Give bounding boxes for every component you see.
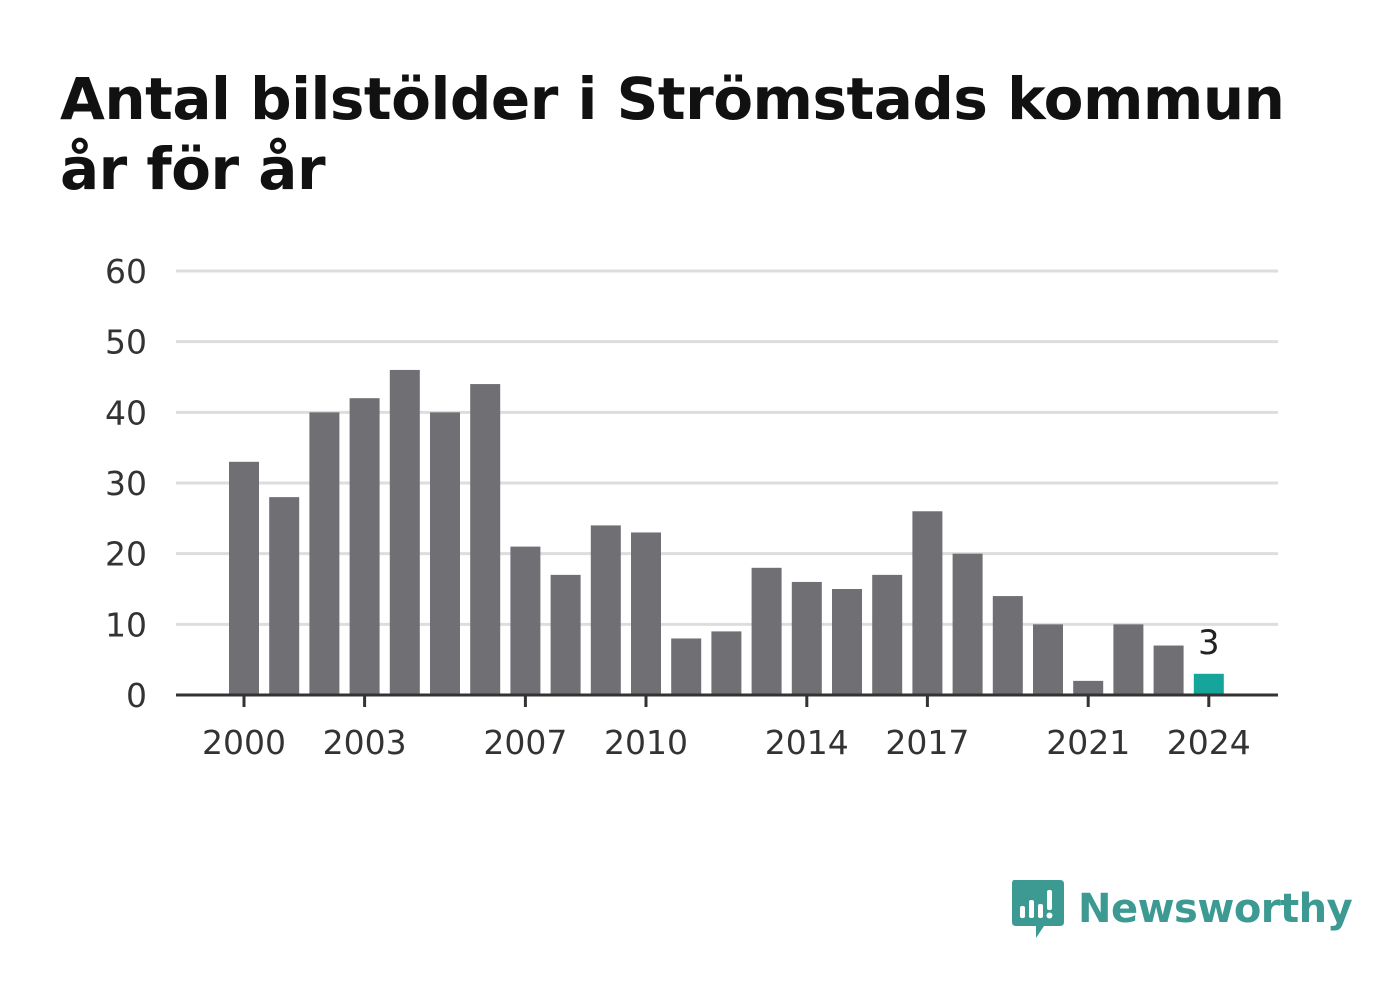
x-tick-label-2017: 2017: [885, 723, 969, 762]
x-tick-label-2021: 2021: [1046, 723, 1130, 762]
bar-2003: [349, 398, 380, 695]
bar-2014: [791, 581, 822, 695]
labels: 0 10 20 30 40 50 60 2000 2003 2007 2010 2014 2017 202…: [105, 252, 1251, 762]
y-tick-label-30: 30: [105, 464, 147, 503]
y-tick-label-40: 40: [105, 393, 147, 432]
y-tick-label-50: 50: [105, 323, 147, 362]
bar-2004: [389, 369, 420, 695]
bar-2015: [832, 589, 862, 695]
y-tick-label-0: 0: [126, 676, 147, 715]
bar-2011: [671, 638, 702, 695]
data-label-2024: 3: [1198, 623, 1220, 663]
bar-2020: [1033, 624, 1063, 695]
bar-2024: [1193, 673, 1224, 695]
y-tick-label-20: 20: [105, 535, 147, 574]
bar-2010: [631, 532, 661, 695]
bar-2007: [510, 546, 541, 695]
x-tick-label-2000: 2000: [202, 723, 286, 762]
bar-2005: [430, 412, 460, 695]
bar-2021: [1073, 680, 1104, 695]
brand-name: Newsworthy: [1078, 886, 1353, 932]
newsworthy-logo-icon: [1012, 880, 1064, 938]
bar-2017: [912, 511, 943, 695]
x-tick-label-2024: 2024: [1167, 723, 1251, 762]
y-tick-label-10: 10: [105, 605, 147, 644]
bar-2008: [550, 574, 581, 695]
bar-2000: [229, 461, 259, 695]
bar-2012: [711, 631, 742, 695]
x-tick-label-2007: 2007: [483, 723, 567, 762]
bar-2019: [992, 596, 1023, 695]
bar-2018: [952, 553, 983, 695]
grid-lines: [176, 269, 1278, 626]
bar-2013: [751, 567, 782, 695]
bars: [229, 369, 1224, 695]
bar-2016: [872, 574, 903, 695]
axes: [176, 693, 1278, 707]
bar-2009: [590, 525, 621, 695]
chart-title: Antal bilstölder i Strömstads kommun år …: [60, 65, 1285, 203]
bar-2001: [269, 497, 300, 695]
bar-2006: [470, 384, 501, 695]
bar-2002: [309, 412, 340, 695]
y-tick-label-60: 60: [105, 252, 147, 291]
bar-2022: [1113, 624, 1144, 695]
x-tick-label-2003: 2003: [323, 723, 407, 762]
brand-logo: Newsworthy: [1010, 878, 1353, 940]
x-tick-label-2010: 2010: [604, 723, 688, 762]
bar-2023: [1153, 645, 1184, 695]
x-tick-label-2014: 2014: [765, 723, 849, 762]
